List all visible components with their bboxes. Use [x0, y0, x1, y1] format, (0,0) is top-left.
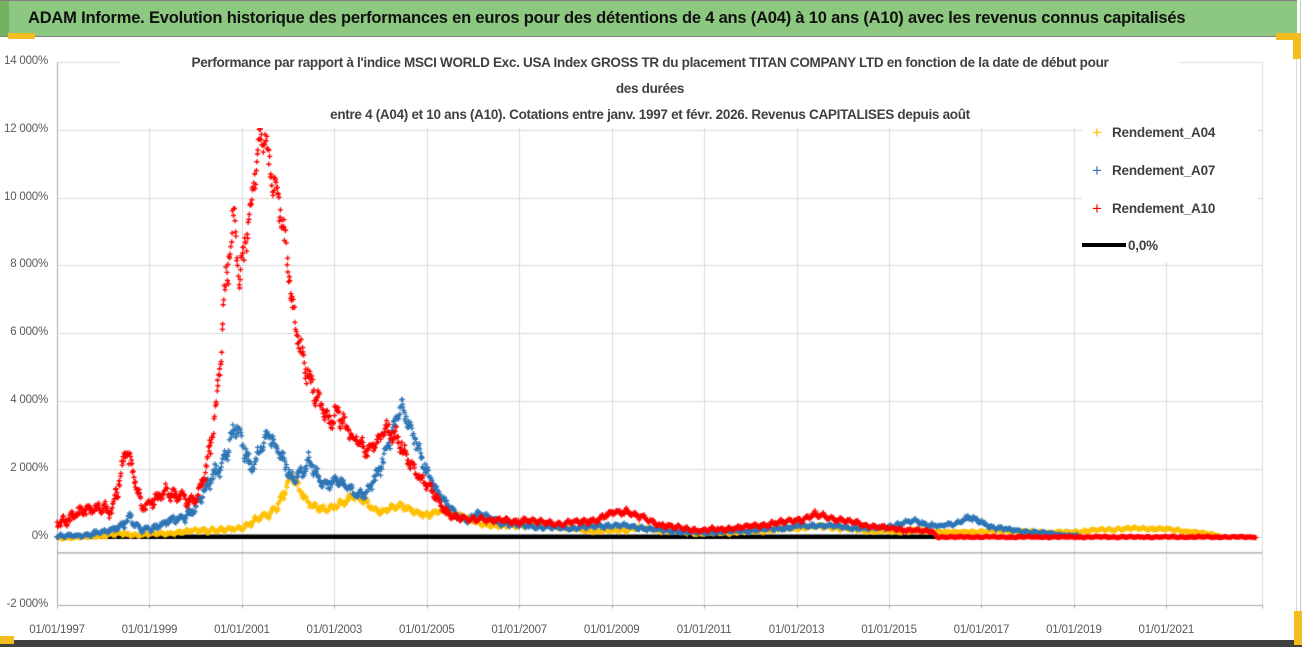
- gold-accent-bottom-right: [1294, 611, 1302, 645]
- x-axis-label: 01/01/2013: [768, 624, 825, 636]
- gold-accent-top-right-edge: [1293, 33, 1301, 59]
- legend-item-rendement-a04: + Rendement_A04: [1082, 121, 1257, 143]
- y-axis-label: 6 000%: [10, 326, 48, 339]
- x-axis-label: 01/01/2019: [1046, 624, 1102, 636]
- x-axis-label: 01/01/2001: [214, 624, 270, 636]
- plus-marker-icon: +: [1092, 160, 1102, 180]
- y-axis-label: 8 000%: [10, 258, 48, 271]
- page-right-border: [1300, 0, 1301, 647]
- legend-item-rendement-a10: + Rendement_A10: [1082, 197, 1257, 219]
- y-axis-label: 10 000%: [4, 190, 48, 203]
- y-axis-label: 4 000%: [10, 394, 48, 407]
- x-axis-label: 01/01/2003: [306, 624, 363, 636]
- y-axis-label: 14 000%: [4, 55, 48, 67]
- x-axis-label: 01/01/2017: [953, 624, 1010, 636]
- y-axis-label: 12 000%: [4, 122, 48, 135]
- report-title: ADAM Informe. Evolution historique des p…: [28, 9, 1186, 27]
- x-axis-label: 01/01/1999: [121, 624, 178, 636]
- chart-title-line-3: entre 4 (A04) et 10 ans (A10). Cotations…: [330, 107, 970, 122]
- x-axis-label: 01/01/2007: [491, 624, 547, 636]
- chart-legend: + Rendement_A04 + Rendement_A07 + Rendem…: [1082, 112, 1257, 262]
- legend-item-zero-line: 0,0%: [1082, 234, 1257, 256]
- plus-marker-icon: +: [1092, 122, 1102, 142]
- plus-marker-icon: +: [1092, 198, 1102, 218]
- gold-accent-top-right: [1276, 33, 1297, 40]
- legend-label: Rendement_A07: [1112, 162, 1216, 178]
- chart-title: Performance par rapport à l'indice MSCI …: [120, 50, 1180, 128]
- chart-title-line-2: des durées: [615, 81, 685, 96]
- x-axis-label: 01/01/2005: [398, 624, 455, 636]
- report-header: ADAM Informe. Evolution historique des p…: [0, 0, 1297, 37]
- y-axis-label: 0%: [31, 529, 48, 542]
- x-axis-label: 01/01/2009: [583, 624, 640, 636]
- chart-frame-right-border: [1296, 38, 1297, 640]
- chart-title-line-1: Performance par rapport à l'indice MSCI …: [191, 55, 1109, 70]
- y-axis-label: 2 000%: [10, 461, 48, 474]
- x-axis-label: 01/01/2015: [861, 624, 917, 636]
- y-axis-label: -2 000%: [6, 597, 49, 610]
- legend-item-rendement-a07: + Rendement_A07: [1082, 159, 1257, 181]
- header-left-strip: [0, 1, 9, 36]
- footer-bar: [0, 640, 1302, 647]
- x-axis-label: 01/01/2021: [1138, 624, 1195, 636]
- black-line-swatch: [1082, 243, 1126, 247]
- legend-label: 0,0%: [1128, 237, 1158, 253]
- gold-accent-bottom-left: [0, 636, 14, 644]
- x-axis-label: 01/01/1997: [29, 624, 85, 636]
- legend-label: Rendement_A04: [1112, 124, 1216, 140]
- x-axis-label: 01/01/2011: [676, 624, 732, 636]
- legend-label: Rendement_A10: [1112, 200, 1216, 216]
- gold-accent-top-left: [8, 33, 35, 39]
